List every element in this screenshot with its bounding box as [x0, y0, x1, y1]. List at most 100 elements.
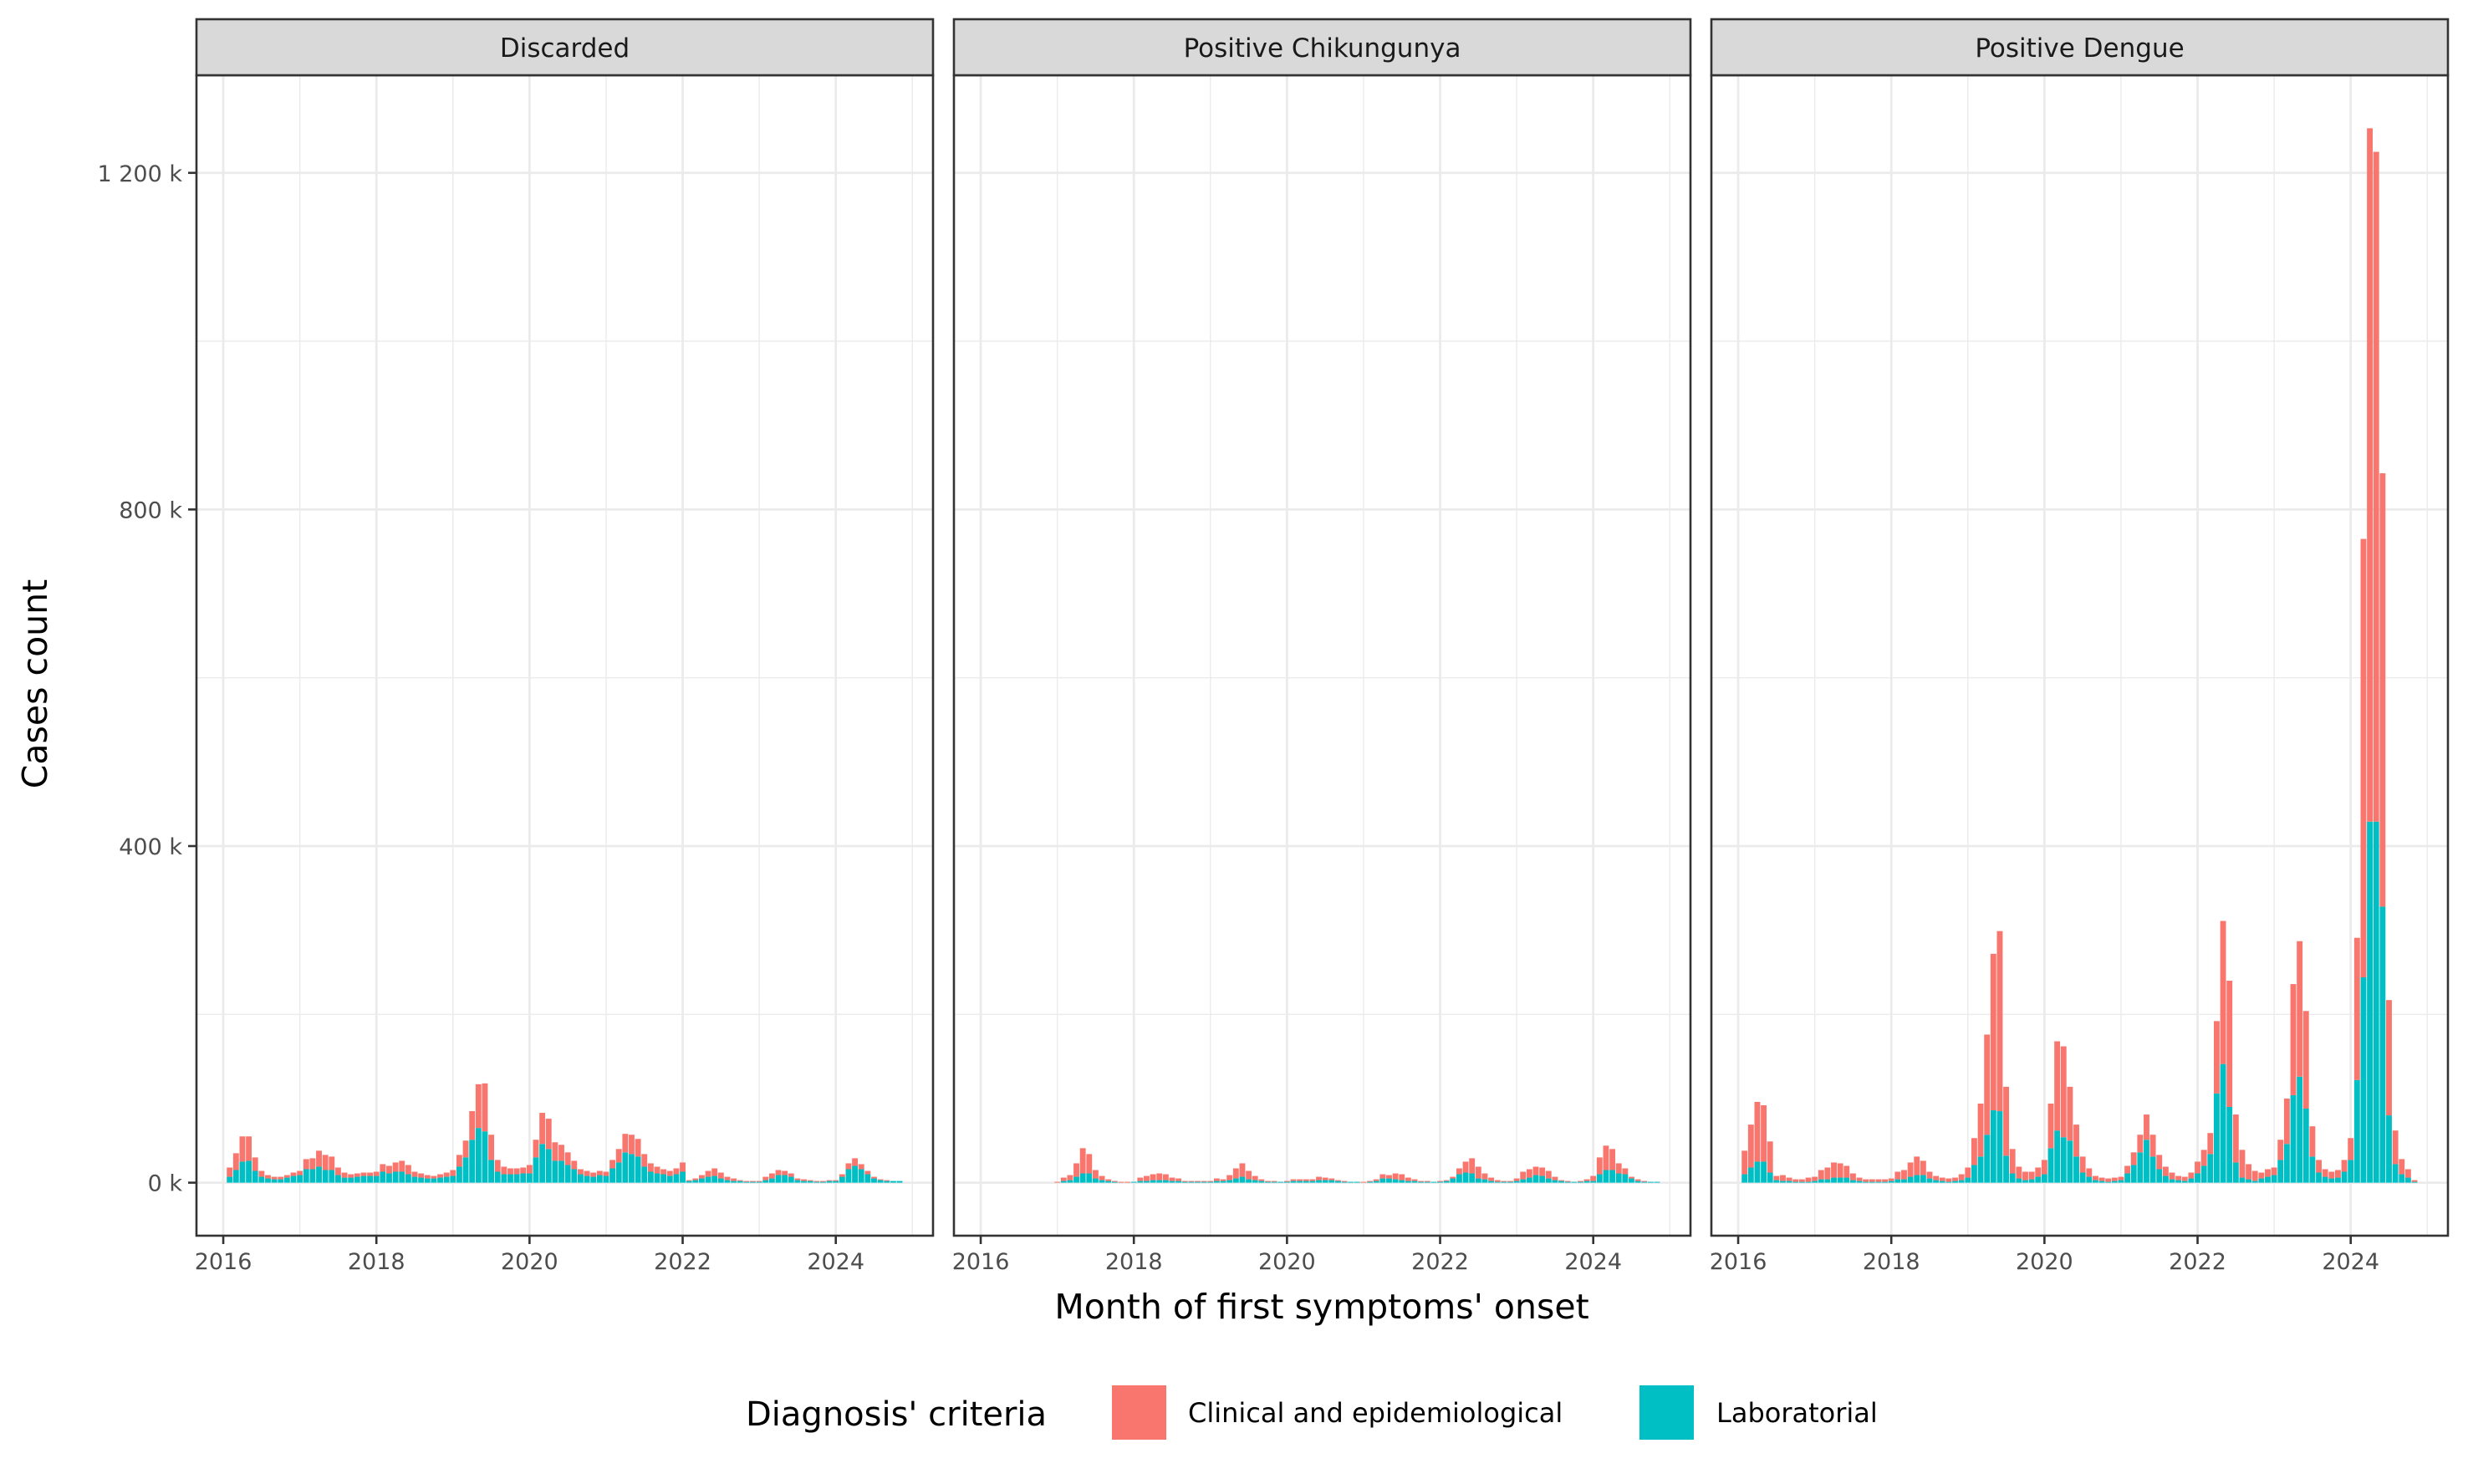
- bar-laboratorial: [647, 1171, 654, 1183]
- bar-clinical: [1462, 1161, 1469, 1173]
- bar-clinical: [2379, 473, 2386, 907]
- bar-clinical: [1629, 1176, 1634, 1179]
- bar-laboratorial: [2322, 1176, 2328, 1183]
- bar-clinical: [424, 1175, 431, 1179]
- bar-laboratorial: [2404, 1177, 2411, 1183]
- bar-clinical: [1456, 1168, 1462, 1175]
- bar-clinical: [1539, 1167, 1546, 1176]
- bar-clinical: [1741, 1150, 1748, 1175]
- bar-clinical: [1156, 1173, 1163, 1181]
- bar-laboratorial: [2283, 1144, 2290, 1183]
- bar-laboratorial: [424, 1178, 431, 1183]
- bar-clinical: [1162, 1174, 1169, 1181]
- bar-clinical: [584, 1170, 590, 1176]
- bar-laboratorial: [2386, 1115, 2392, 1183]
- bar-clinical: [1939, 1177, 1945, 1181]
- bar-clinical: [2232, 1114, 2239, 1163]
- bar-laboratorial: [1283, 1181, 1290, 1183]
- bar-laboratorial: [845, 1169, 852, 1183]
- bar-clinical: [2404, 1169, 2411, 1178]
- bar-laboratorial: [1882, 1181, 1889, 1183]
- bar-clinical: [475, 1084, 482, 1129]
- bar-clinical: [1501, 1181, 1507, 1182]
- bar-clinical: [2226, 981, 2233, 1108]
- bar-laboratorial: [1475, 1178, 1481, 1183]
- bar-laboratorial: [1977, 1156, 1984, 1183]
- bar-laboratorial: [1099, 1180, 1105, 1183]
- bar-laboratorial: [596, 1175, 603, 1183]
- bar-clinical: [782, 1170, 788, 1175]
- bar-clinical: [2399, 1159, 2405, 1175]
- bar-clinical: [1914, 1156, 1920, 1175]
- bar-laboratorial: [2360, 977, 2367, 1183]
- bar-clinical: [2181, 1176, 2188, 1181]
- bar-laboratorial: [1824, 1179, 1831, 1183]
- bar-laboratorial: [367, 1175, 374, 1183]
- facet-strip-label: Positive Chikungunya: [1184, 33, 1461, 64]
- bar-clinical: [1780, 1175, 1786, 1181]
- bar-laboratorial: [2079, 1172, 2086, 1183]
- bar-laboratorial: [1437, 1181, 1443, 1183]
- bar-clinical: [1564, 1181, 1571, 1182]
- bar-clinical: [2144, 1114, 2149, 1140]
- bar-laboratorial: [1297, 1181, 1303, 1183]
- bar-clinical: [545, 1119, 552, 1150]
- bar-laboratorial: [629, 1154, 635, 1183]
- bar-laboratorial: [737, 1181, 743, 1183]
- bar-laboratorial: [316, 1166, 322, 1183]
- bar-clinical: [1907, 1162, 1914, 1177]
- bar-clinical: [571, 1160, 578, 1170]
- bar-clinical: [2047, 1103, 2054, 1149]
- bar-clinical: [2316, 1160, 2322, 1173]
- bar-laboratorial: [469, 1140, 476, 1183]
- bar-clinical: [1150, 1174, 1156, 1181]
- bar-clinical: [316, 1150, 322, 1167]
- bar-laboratorial: [2258, 1178, 2265, 1183]
- y-tick-label: 1 200 k: [97, 161, 182, 187]
- bar-clinical: [494, 1160, 501, 1172]
- bar-clinical: [1849, 1173, 1856, 1181]
- x-tick-label: 2024: [1564, 1249, 1622, 1275]
- bar-clinical: [1773, 1175, 1780, 1181]
- bar-clinical: [1526, 1169, 1532, 1178]
- bar-laboratorial: [564, 1165, 571, 1183]
- bar-laboratorial: [252, 1170, 258, 1183]
- bar-clinical: [1195, 1181, 1201, 1182]
- bar-laboratorial: [877, 1180, 884, 1183]
- bar-clinical: [2054, 1041, 2061, 1131]
- bar-clinical: [1901, 1170, 1907, 1180]
- bar-laboratorial: [1984, 1135, 1991, 1183]
- bar-clinical: [788, 1173, 794, 1177]
- bar-laboratorial: [2207, 1154, 2214, 1183]
- bar-clinical: [1965, 1167, 1971, 1178]
- bar-laboratorial: [1226, 1180, 1233, 1183]
- bar-laboratorial: [698, 1178, 705, 1183]
- bar-laboratorial: [2156, 1169, 2163, 1183]
- bar-laboratorial: [1322, 1180, 1328, 1183]
- bar-clinical: [526, 1165, 533, 1174]
- bar-clinical: [2265, 1169, 2271, 1177]
- bar-clinical: [768, 1173, 775, 1179]
- bar-laboratorial: [290, 1175, 297, 1183]
- x-tick-label: 2020: [1258, 1249, 1316, 1275]
- x-tick-label: 2020: [2016, 1249, 2073, 1275]
- bar-clinical: [1220, 1179, 1226, 1181]
- bar-clinical: [1252, 1175, 1258, 1181]
- x-tick-label: 2018: [1105, 1249, 1163, 1275]
- bar-laboratorial: [1456, 1174, 1462, 1183]
- bar-clinical: [2195, 1161, 2200, 1174]
- bar-clinical: [1761, 1104, 1767, 1162]
- bar-laboratorial: [1379, 1178, 1386, 1183]
- bar-laboratorial: [1837, 1177, 1843, 1183]
- bar-clinical: [647, 1163, 654, 1172]
- bar-clinical: [1328, 1178, 1335, 1181]
- bar-clinical: [1634, 1179, 1641, 1181]
- bar-laboratorial: [552, 1160, 558, 1183]
- bar-laboratorial: [1290, 1181, 1297, 1183]
- bar-clinical: [2130, 1152, 2137, 1165]
- bar-laboratorial: [456, 1166, 462, 1183]
- bar-clinical: [303, 1159, 309, 1170]
- bar-clinical: [2022, 1171, 2028, 1181]
- bar-clinical: [2277, 1140, 2284, 1160]
- bar-clinical: [1322, 1177, 1328, 1181]
